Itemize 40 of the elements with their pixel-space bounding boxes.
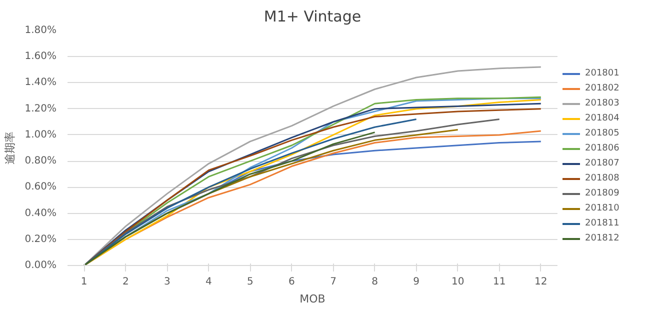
x-tick-label: 4 <box>206 276 212 288</box>
y-axis-title: 逾期率 <box>4 132 17 164</box>
line-series <box>83 132 376 266</box>
legend-label: 201807 <box>585 158 620 170</box>
legend-label: 201805 <box>585 128 620 140</box>
y-tick-label: 1.40% <box>24 77 57 88</box>
y-tick-label: 1.80% <box>24 25 57 36</box>
legend-label: 201810 <box>585 202 620 216</box>
x-tick-label: 2 <box>122 276 129 288</box>
x-tick-label: 10 <box>451 276 464 288</box>
legend-label: 201812 <box>585 232 620 246</box>
x-axis-title: MOB <box>300 292 326 306</box>
line-series <box>83 118 418 266</box>
y-tick-label: 0.20% <box>24 234 57 245</box>
x-tick-label: 1 <box>80 276 88 288</box>
y-tick-label: 0.40% <box>24 208 57 219</box>
line-series <box>83 118 500 266</box>
x-tick-label: 3 <box>164 276 170 288</box>
y-tick-label: 0.60% <box>24 182 57 193</box>
legend-label: 201809 <box>585 188 620 200</box>
y-tick-label: 1.20% <box>24 103 57 114</box>
legend-label: 201808 <box>585 172 620 186</box>
legend-label: 201806 <box>585 142 620 156</box>
chart-title: M1+ Vintage <box>264 8 362 26</box>
legend-label: 201801 <box>585 68 620 80</box>
y-tick-label: 1.00% <box>24 129 57 140</box>
x-tick-label: 8 <box>372 276 378 288</box>
x-tick-label: 7 <box>330 276 336 288</box>
y-tick-label: 0.00% <box>24 260 57 271</box>
legend-label: 201804 <box>585 112 620 126</box>
x-tick-label: 5 <box>247 276 254 288</box>
y-tick-label: 0.80% <box>24 156 57 167</box>
y-tick-label: 1.60% <box>24 51 57 62</box>
x-tick-label: 11 <box>493 276 506 288</box>
legend-label: 201802 <box>585 82 620 96</box>
x-tick-label: 6 <box>288 276 295 288</box>
x-tick-label: 9 <box>413 276 420 288</box>
legend-label: 201811 <box>585 218 620 230</box>
legend-label: 201803 <box>585 98 620 110</box>
x-tick-label: 12 <box>534 276 548 288</box>
